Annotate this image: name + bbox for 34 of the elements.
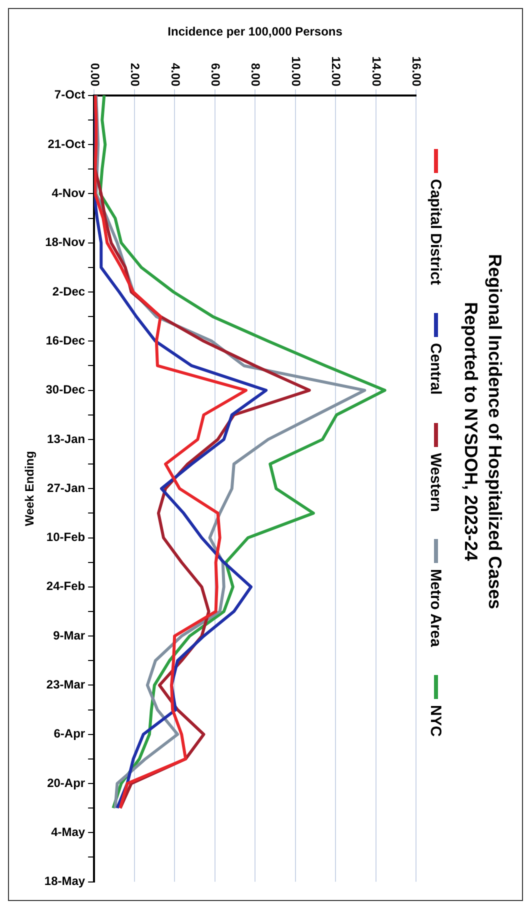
- x-tick-label: 16.00: [410, 56, 424, 87]
- y-tick-label: 21-Oct: [48, 136, 86, 151]
- y-tick-label: 24-Feb: [46, 579, 86, 594]
- x-tick-label: 2.00: [128, 63, 142, 87]
- x-tick-label: 0.00: [88, 63, 102, 87]
- y-tick-label: 2-Dec: [52, 284, 86, 298]
- x-tick-label: 8.00: [248, 63, 263, 87]
- y-tick-label: 4-May: [51, 824, 86, 839]
- y-axis-title: Week Ending: [22, 451, 37, 526]
- y-tick-label: 27-Jan: [47, 480, 86, 495]
- y-tick-label: 13-Jan: [47, 432, 86, 446]
- y-tick-label: 6-Apr: [54, 726, 86, 741]
- y-tick-label: 4-Nov: [52, 186, 86, 200]
- legend-label: Central: [427, 342, 444, 395]
- y-tick-label: 16-Dec: [46, 333, 86, 348]
- y-tick-label: 23-Mar: [46, 678, 86, 692]
- legend-label: Western: [427, 452, 444, 512]
- legend-label: Metro Area: [427, 569, 444, 648]
- y-tick-label: 10-Feb: [46, 530, 86, 544]
- x-tick-label: 4.00: [168, 63, 182, 87]
- y-tick-label: 7-Oct: [54, 88, 86, 102]
- legend-label: Capital District: [427, 179, 444, 285]
- x-tick-label: 6.00: [208, 63, 222, 87]
- text: Regional Incidence of Hospitalized Cases Reported to NYSDOH, 2023-24: [460, 254, 506, 610]
- y-tick-label: 18-May: [44, 874, 86, 888]
- y-tick-label: 9-Mar: [53, 628, 86, 642]
- x-axis-title: Incidence per 100,000 Persons: [168, 24, 343, 39]
- y-tick-label: 30-Dec: [46, 382, 86, 397]
- y-tick-label: 20-Apr: [47, 776, 86, 790]
- legend-label: NYC: [427, 705, 444, 737]
- y-tick-label: 18-Nov: [45, 235, 86, 250]
- x-tick-label: 14.00: [369, 56, 384, 87]
- x-tick-label: 12.00: [329, 56, 344, 87]
- x-tick-label: 10.00: [288, 56, 303, 87]
